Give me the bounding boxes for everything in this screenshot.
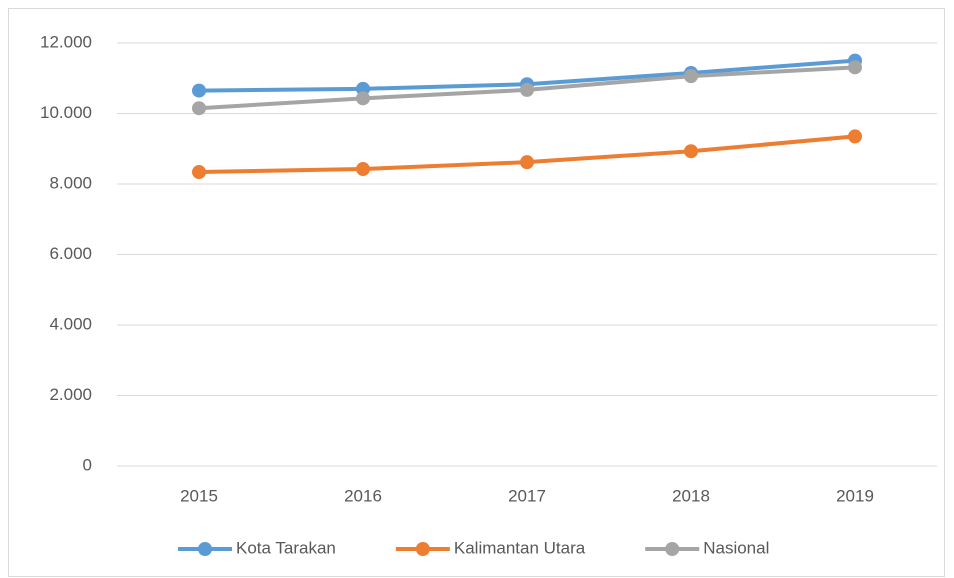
x-tick-label: 2015 <box>180 486 218 505</box>
chart-border <box>8 8 945 577</box>
data-point <box>356 91 370 106</box>
legend-label: Kota Tarakan <box>236 538 336 557</box>
legend-label: Nasional <box>703 538 769 557</box>
x-tick-label: 2019 <box>836 486 874 505</box>
data-point <box>684 69 698 84</box>
data-point <box>192 83 206 98</box>
legend-marker <box>665 542 680 556</box>
y-tick-label: 6.000 <box>49 244 92 263</box>
x-tick-label: 2018 <box>672 486 710 505</box>
y-tick-label: 8.000 <box>49 173 92 192</box>
data-point <box>684 144 698 159</box>
data-point <box>192 101 206 116</box>
data-point <box>356 162 370 177</box>
data-point <box>848 60 862 75</box>
legend-label: Kalimantan Utara <box>454 538 586 557</box>
data-point <box>520 82 534 97</box>
data-point <box>192 165 206 180</box>
y-tick-label: 2.000 <box>49 385 92 404</box>
y-tick-label: 10.000 <box>40 103 92 122</box>
legend-marker <box>415 542 430 556</box>
y-tick-label: 4.000 <box>49 314 92 333</box>
x-tick-label: 2017 <box>508 486 546 505</box>
legend-marker <box>198 542 212 556</box>
data-point <box>848 129 862 144</box>
y-tick-label: 0 <box>83 455 92 474</box>
y-tick-label: 12.000 <box>40 32 92 51</box>
data-point <box>520 155 534 170</box>
x-tick-label: 2016 <box>344 486 382 505</box>
